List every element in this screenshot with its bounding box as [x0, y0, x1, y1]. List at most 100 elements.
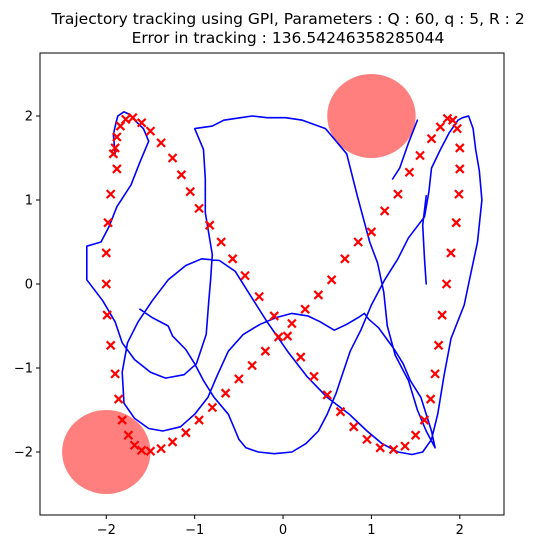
- reference-point: [101, 279, 112, 289]
- reference-point: [410, 430, 421, 440]
- reference-point: [282, 331, 293, 341]
- reference-point: [415, 150, 425, 161]
- reference-point: [176, 170, 187, 180]
- reference-point: [366, 227, 377, 237]
- reference-point: [452, 123, 462, 134]
- reference-point: [204, 220, 215, 230]
- y-tick-label: 1: [25, 194, 33, 209]
- reference-point: [326, 275, 337, 285]
- reference-point: [309, 371, 319, 382]
- reference-point: [234, 374, 244, 384]
- reference-point: [446, 248, 456, 258]
- reference-point: [136, 445, 147, 456]
- reference-point: [404, 167, 415, 178]
- reference-point: [426, 133, 437, 144]
- reference-point: [313, 290, 324, 300]
- reference-point: [110, 369, 120, 379]
- reference-point: [207, 402, 218, 413]
- reference-point: [101, 248, 112, 258]
- reference-point: [115, 121, 126, 131]
- y-tick-label: −1: [14, 362, 33, 377]
- reference-point: [194, 415, 204, 425]
- reference-point: [145, 446, 156, 456]
- reference-point: [400, 441, 410, 451]
- reference-point: [295, 352, 306, 362]
- reference-point: [388, 444, 399, 455]
- reference-point: [254, 291, 264, 302]
- obstacle-circle-1: [327, 74, 416, 158]
- reference-point: [433, 340, 444, 351]
- trajectory-line-tail: [421, 195, 427, 285]
- trajectory-line-branch: [391, 119, 419, 180]
- reference-point: [451, 217, 462, 228]
- reference-point: [340, 254, 350, 264]
- reference-point: [269, 311, 279, 321]
- x-axis: −2 −1 0 1 2: [97, 515, 464, 538]
- x-tick-label: 1: [367, 523, 375, 538]
- reference-point: [447, 115, 458, 125]
- reference-point: [393, 189, 403, 199]
- y-tick-label: 0: [25, 278, 33, 293]
- reference-point: [260, 346, 271, 356]
- reference-point: [227, 254, 238, 264]
- reference-point: [435, 122, 446, 132]
- reference-point: [441, 279, 452, 289]
- x-tick-label: −2: [97, 523, 116, 538]
- reference-point: [128, 112, 138, 123]
- y-tick-label: 2: [25, 110, 33, 125]
- reference-point: [335, 406, 346, 417]
- plot-area: [62, 74, 483, 494]
- reference-point: [430, 369, 440, 379]
- reference-point: [300, 304, 310, 314]
- reference-point: [136, 117, 147, 128]
- reference-point: [112, 132, 122, 142]
- reference-point: [113, 394, 124, 404]
- chart-title: Trajectory tracking using GPI, Parameter…: [50, 10, 524, 28]
- x-tick-label: −1: [185, 523, 204, 538]
- reference-point: [108, 149, 119, 159]
- reference-point: [322, 390, 333, 400]
- reference-point: [220, 388, 231, 398]
- reference-point: [185, 186, 196, 197]
- reference-point: [353, 237, 363, 247]
- reference-point: [167, 153, 178, 163]
- reference-point: [156, 443, 166, 454]
- reference-point: [425, 394, 436, 404]
- trajectory-line: [86, 111, 483, 456]
- reference-point: [117, 415, 127, 425]
- obstacle-circle-2: [62, 410, 151, 494]
- reference-point: [156, 138, 166, 148]
- reference-point: [102, 310, 112, 320]
- x-tick-label: 0: [279, 523, 287, 538]
- reference-point: [247, 360, 257, 371]
- reference-point: [454, 189, 464, 199]
- reference-point: [362, 434, 372, 445]
- reference-point: [105, 189, 116, 199]
- reference-point: [437, 310, 447, 320]
- reference-point: [112, 164, 122, 174]
- y-axis: −2 −1 0 1 2: [14, 110, 40, 461]
- reference-point: [419, 415, 430, 425]
- reference-point: [375, 443, 386, 453]
- reference-point: [216, 237, 226, 247]
- reference-point: [273, 332, 284, 342]
- reference-point: [129, 440, 140, 451]
- reference-point: [348, 422, 359, 432]
- y-tick-label: −2: [14, 446, 33, 461]
- x-tick-label: 2: [456, 523, 464, 538]
- chart-subtitle: Error in tracking : 136.54246358285044: [132, 29, 445, 47]
- reference-point: [455, 164, 465, 174]
- reference-point: [181, 427, 191, 438]
- reference-point: [123, 430, 134, 440]
- reference-point: [455, 143, 465, 153]
- reference-point: [379, 206, 390, 216]
- reference-point: [167, 437, 178, 447]
- reference-point: [240, 270, 250, 281]
- reference-point: [103, 217, 113, 228]
- reference-point: [145, 126, 156, 136]
- reference-point: [287, 318, 297, 329]
- reference-point: [194, 203, 204, 214]
- reference-point: [105, 340, 116, 351]
- reference-point: [442, 113, 453, 124]
